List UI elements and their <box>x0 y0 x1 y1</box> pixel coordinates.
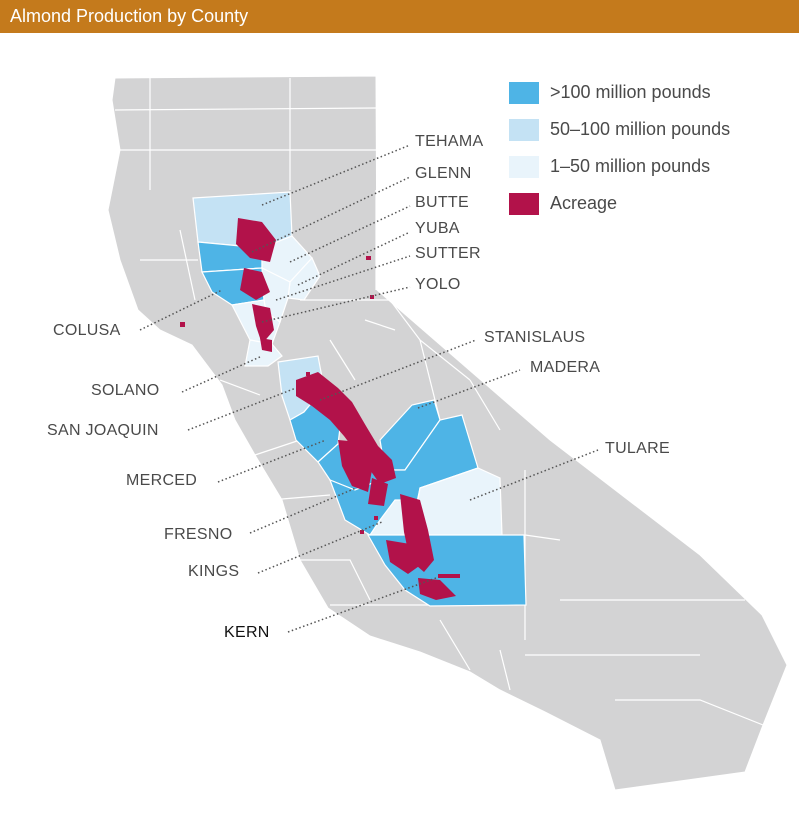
legend-label: 1–50 million pounds <box>550 156 711 176</box>
map-title: Almond Production by County <box>10 6 249 26</box>
legend-swatch <box>509 193 539 215</box>
legend-label: 50–100 million pounds <box>550 119 731 139</box>
legend-item-1-50: 1–50 million pounds <box>509 154 769 180</box>
county-label-glenn: GLENN <box>415 165 472 182</box>
county-label-stanislaus: STANISLAUS <box>484 329 586 346</box>
county-label-solano: SOLANO <box>91 382 160 399</box>
county-label-san-joaquin: SAN JOAQUIN <box>47 422 159 439</box>
county-borders <box>114 78 764 726</box>
legend-item-acreage: Acreage <box>509 191 769 217</box>
county-label-merced: MERCED <box>126 472 198 489</box>
county-label-tulare: TULARE <box>605 440 670 457</box>
county-label-yuba: YUBA <box>415 220 460 237</box>
county-label-kern: KERN <box>224 624 270 641</box>
legend-swatch <box>509 82 539 104</box>
legend-swatch <box>509 156 539 178</box>
county-label-kings: KINGS <box>188 563 240 580</box>
legend-label: Acreage <box>550 193 618 213</box>
legend-swatch <box>509 119 539 141</box>
leader-lines <box>139 144 599 633</box>
title-bar: Almond Production by County <box>0 0 799 33</box>
county-label-colusa: COLUSA <box>53 322 121 339</box>
county-label-butte: BUTTE <box>415 194 469 211</box>
legend-item-50-100: 50–100 million pounds <box>509 117 769 143</box>
county-label-madera: MADERA <box>530 359 601 376</box>
county-label-yolo: YOLO <box>415 276 461 293</box>
county-label-fresno: FRESNO <box>164 526 233 543</box>
legend-label: >100 million pounds <box>550 82 711 102</box>
legend-item-over-100: >100 million pounds <box>509 80 769 106</box>
county-label-tehama: TEHAMA <box>415 133 484 150</box>
county-label-sutter: SUTTER <box>415 245 481 262</box>
